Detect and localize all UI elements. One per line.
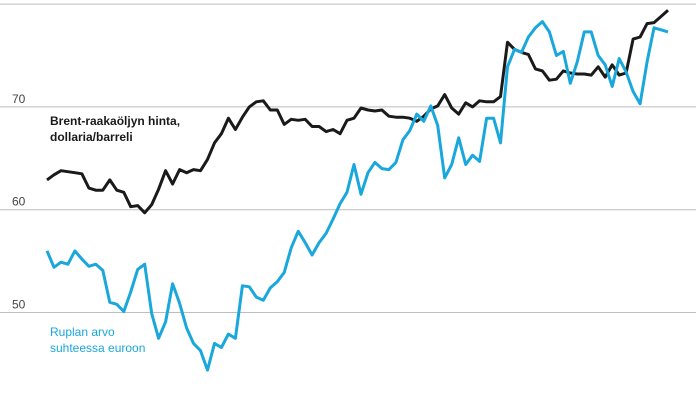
y-tick-label: 50	[12, 298, 26, 312]
series-label: Ruplan arvo	[50, 325, 115, 339]
y-tick-label: 60	[12, 195, 26, 209]
line-series	[45, 20, 669, 372]
y-tick-label: 70	[12, 92, 26, 106]
series-label: Brent-raakaöljyn hinta,	[50, 114, 180, 128]
line-series	[46, 9, 669, 215]
y-tick-label: 80	[12, 0, 26, 3]
series-label: dollaria/barreli	[50, 130, 133, 144]
series-label: suhteessa euroon	[50, 341, 145, 355]
